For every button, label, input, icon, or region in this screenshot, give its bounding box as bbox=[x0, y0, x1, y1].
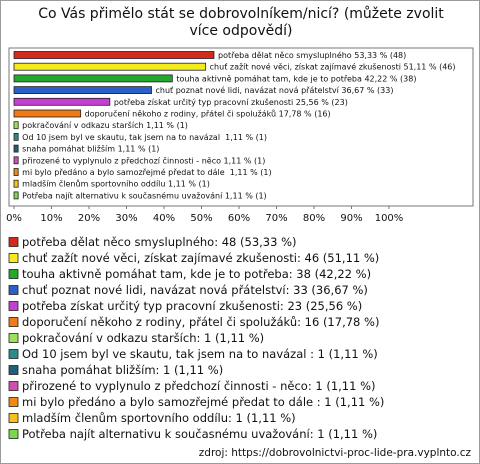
bar bbox=[13, 191, 19, 200]
x-tick-label: 50% bbox=[190, 213, 212, 224]
x-tick-label: 0% bbox=[6, 213, 22, 224]
legend-label: doporučení někoho z rodiny, přátel či sp… bbox=[22, 315, 379, 329]
legend-label: mi bylo předáno a bylo samozřejmé předat… bbox=[22, 395, 384, 409]
bar-label: Potřeba najít alternativu k současnému u… bbox=[22, 190, 267, 200]
plot-frame bbox=[8, 47, 474, 207]
legend-swatch bbox=[8, 269, 19, 279]
legend-swatch bbox=[8, 413, 19, 423]
legend-label: snaha pomáhat bližším: 1 (1,11 %) bbox=[22, 363, 223, 377]
bar bbox=[13, 121, 19, 130]
legend-swatch bbox=[8, 301, 19, 311]
x-tick-label: 90% bbox=[340, 213, 362, 224]
bar-label: Od 10 jsem byl ve skautu, tak jsem na to… bbox=[22, 133, 267, 142]
chart-title: Co Vás přimělo stát se dobrovolníkem/nic… bbox=[38, 6, 444, 39]
legend-swatch bbox=[8, 397, 19, 407]
bar bbox=[13, 51, 215, 59]
x-tick-label: 70% bbox=[265, 213, 287, 224]
legend-swatch bbox=[8, 253, 19, 263]
bar bbox=[13, 97, 111, 106]
bar bbox=[13, 74, 173, 83]
bar-label: přirozené to vyplynulo z předchozí činno… bbox=[22, 155, 265, 165]
legend-label: potřeba dělat něco smysluplného: 48 (53,… bbox=[22, 235, 297, 249]
bar-label: snaha pomáhat bližším 1,11 % (1) bbox=[22, 144, 159, 154]
bar bbox=[13, 62, 207, 71]
legend-swatch bbox=[8, 429, 19, 439]
bar-label: mi bylo předáno a bylo samozřejmé předat… bbox=[22, 167, 271, 177]
bar bbox=[13, 179, 19, 188]
legend-label: chuť poznat nové lidi, navázat nová přát… bbox=[22, 283, 368, 297]
legend-label: Potřeba najít alternativu k současnému u… bbox=[22, 427, 377, 441]
x-tick-label: 30% bbox=[115, 213, 137, 224]
legend-label: přirozené to vyplynulo z předchozí činno… bbox=[22, 379, 376, 393]
bar-label: potřeba dělat něco smysluplného 53,33 % … bbox=[218, 50, 406, 60]
x-tick-label: 60% bbox=[228, 213, 250, 224]
bar bbox=[13, 86, 152, 94]
x-tick-label: 20% bbox=[78, 213, 100, 224]
bar bbox=[13, 168, 19, 176]
bar-label: mladším členům sportovního oddílu 1,11 %… bbox=[22, 179, 210, 189]
legend-label: touha aktivně pomáhat tam, kde je to pot… bbox=[22, 267, 371, 281]
bar bbox=[13, 109, 82, 118]
bar-label: pokračování v odkazu starších 1,11 % (1) bbox=[22, 120, 188, 130]
x-tick-label: 80% bbox=[303, 213, 325, 224]
bar bbox=[13, 156, 19, 165]
legend-swatch bbox=[8, 333, 19, 343]
bar-label: potřeba získat určitý typ pracovní zkuše… bbox=[114, 97, 348, 107]
legend-swatch bbox=[8, 381, 19, 391]
legend-label: pokračování v odkazu starších: 1 (1,11 %… bbox=[22, 331, 264, 345]
legend-swatch bbox=[8, 237, 19, 247]
legend-swatch bbox=[8, 365, 19, 375]
legend-label: mladším členům sportovního oddílu: 1 (1,… bbox=[22, 411, 296, 425]
bar-label: doporučení někoho z rodiny, přátel či sp… bbox=[85, 109, 331, 119]
bar bbox=[13, 144, 19, 153]
x-tick-label: 10% bbox=[40, 213, 62, 224]
bar-label: chuť poznat nové lidi, navázat nová přát… bbox=[156, 85, 394, 95]
x-tick-label: 100% bbox=[375, 213, 404, 224]
source-note: zdroj: https://dobrovolnictvi-proc-lide-… bbox=[199, 447, 472, 459]
bar bbox=[13, 132, 19, 141]
legend-label: potřeba získat určitý typ pracovní zkuše… bbox=[22, 299, 362, 313]
legend-swatch bbox=[8, 349, 19, 359]
legend-label: chuť zažít nové věci, získat zajímavé zk… bbox=[22, 251, 379, 265]
legend-swatch bbox=[8, 317, 19, 327]
legend-swatch bbox=[8, 285, 19, 295]
legend-label: Od 10 jsem byl ve skautu, tak jsem na to… bbox=[22, 347, 378, 361]
bar-label: touha aktivně pomáhat tam, kde je to pot… bbox=[176, 74, 416, 83]
bar-label: chuť zažít nové věci, získat zajímavé zk… bbox=[210, 62, 456, 72]
x-tick-label: 40% bbox=[153, 213, 175, 224]
